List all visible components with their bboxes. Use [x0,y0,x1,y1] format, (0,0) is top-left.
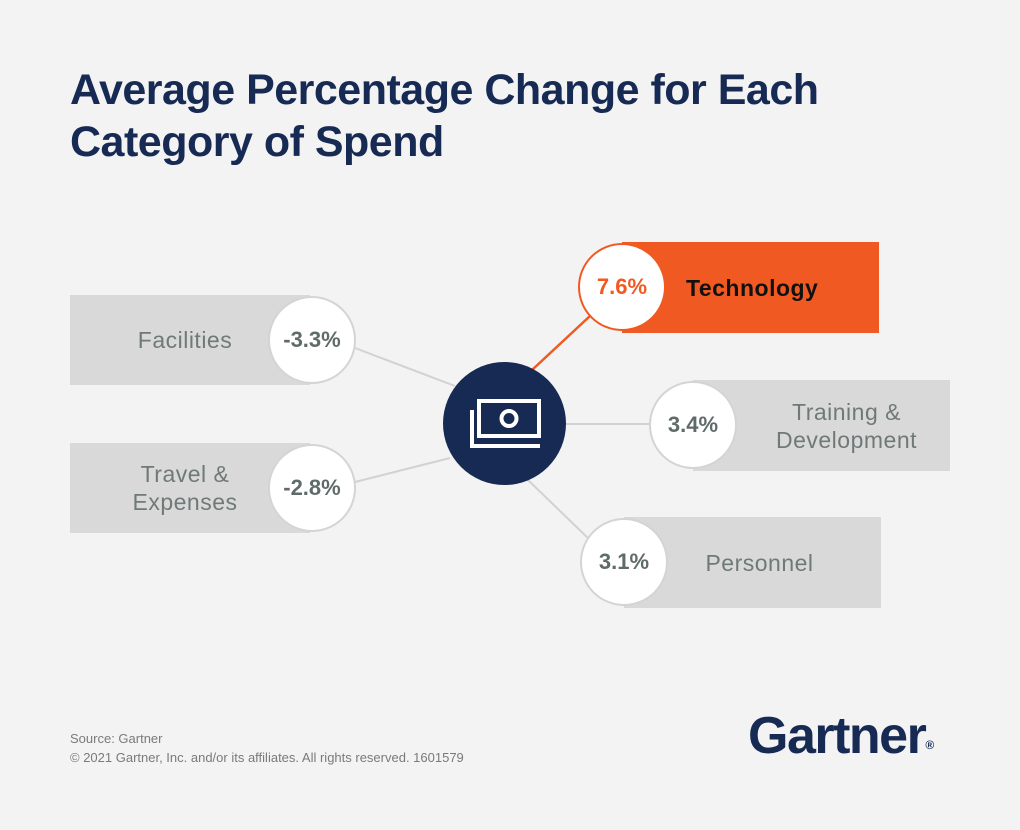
value-technology: 7.6% [596,274,648,299]
category-label-personnel: Personnel [705,549,814,576]
connector-personnel [527,479,591,541]
category-label-technology: Technology [686,274,819,301]
category-label-facilities: Facilities [137,327,233,353]
value-circle-travel-expenses: -2.8% [268,444,356,532]
value-travel-expenses: -2.8% [283,475,341,500]
value-circle-facilities: -3.3% [268,296,356,384]
value-training-development: 3.4% [667,412,719,437]
page-title: Average Percentage Change for Each Categ… [70,66,819,166]
money-bills-icon [469,398,541,448]
hub-circle [443,362,566,485]
category-label-training-development: Training & Development [775,398,918,453]
connector-travel-expenses [354,457,451,483]
category-label-travel-expenses: Travel & Expenses [132,461,238,515]
connector-facilities [354,347,456,387]
value-facilities: -3.3% [283,327,341,352]
gartner-logo: Gartner® [748,707,935,765]
category-box-personnel: Personnel [624,517,881,608]
connector-technology [531,315,591,371]
value-personnel: 3.1% [598,549,650,574]
source-note: Source: Gartner [70,731,163,746]
value-circle-personnel: 3.1% [580,518,668,606]
copyright-note: © 2021 Gartner, Inc. and/or its affiliat… [70,750,464,765]
footer: Source: Gartner © 2021 Gartner, Inc. and… [70,729,464,767]
value-circle-training-development: 3.4% [649,381,737,469]
value-circle-technology: 7.6% [578,243,666,331]
